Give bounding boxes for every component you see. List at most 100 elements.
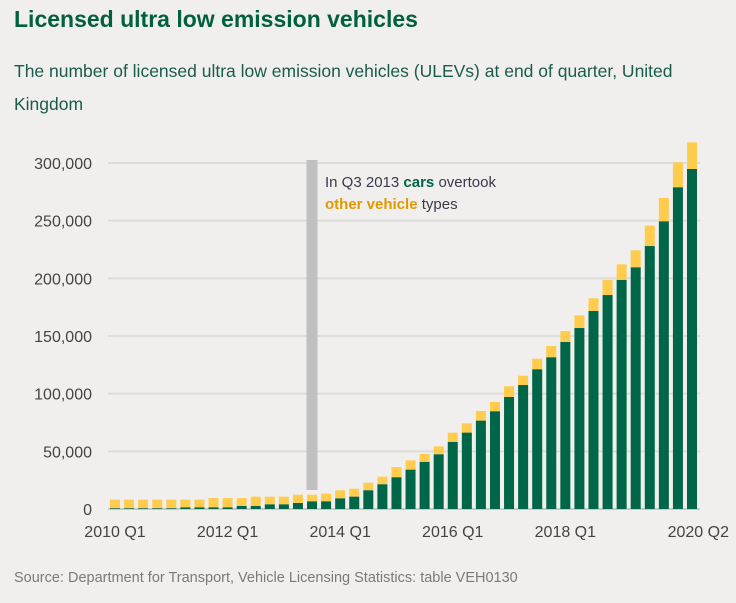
chart-title: Licensed ultra low emission vehicles xyxy=(14,6,418,32)
bar-2011-q1 xyxy=(166,499,177,509)
bar-segment-cars xyxy=(377,484,388,509)
bar-segment-cars xyxy=(307,501,318,509)
annotation-text: overtook xyxy=(434,174,496,191)
bar-segment-other xyxy=(278,496,289,505)
annotation-text: types xyxy=(418,196,458,213)
bar-segment-other xyxy=(377,476,388,485)
bar-2019-q3 xyxy=(644,225,655,510)
bar-2011-q2 xyxy=(180,499,191,509)
x-axis-ticks: 2010 Q1 2012 Q1 2014 Q1 2016 Q1 2018 Q1 2020 … xyxy=(84,524,729,541)
x-tick-label: 2010 Q1 xyxy=(84,524,145,541)
bar-segment-cars xyxy=(560,341,571,509)
bar-segment-cars xyxy=(405,469,416,509)
bar-segment-cars xyxy=(489,411,500,509)
bar-2013-q1 xyxy=(278,496,289,509)
bar-2020-q2 xyxy=(687,142,697,510)
bar-segment-other xyxy=(419,453,430,462)
bar-segment-other xyxy=(560,331,571,342)
y-tick-label: 0 xyxy=(83,502,92,519)
y-tick-label: 50,000 xyxy=(43,444,92,461)
bar-2019-q2 xyxy=(630,250,641,509)
bar-segment-other xyxy=(546,346,557,358)
bar-2012-q2 xyxy=(236,498,247,509)
x-tick-label: 2016 Q1 xyxy=(422,524,483,541)
bar-2015-q4 xyxy=(433,446,444,509)
bar-segment-other xyxy=(433,446,444,455)
bar-segment-other xyxy=(588,298,599,311)
bar-segment-other xyxy=(236,498,247,507)
bar-segment-cars xyxy=(222,507,233,509)
x-tick-label: 2020 Q2 xyxy=(668,524,729,541)
bar-2017-q3 xyxy=(532,358,543,509)
bar-segment-other xyxy=(644,225,655,247)
bar-segment-cars xyxy=(110,508,120,509)
bar-2017-q2 xyxy=(518,375,529,509)
bar-segment-cars xyxy=(321,501,332,509)
bar-segment-other xyxy=(461,423,472,433)
bar-segment-other xyxy=(489,401,500,412)
bar-2015-q2 xyxy=(405,460,416,509)
bar-segment-other xyxy=(574,315,585,329)
bar-2018-q3 xyxy=(588,298,599,509)
annotation-marker-bar xyxy=(306,160,318,490)
bar-segment-cars xyxy=(475,420,486,509)
bar-segment-other xyxy=(672,162,683,188)
bar-2015-q1 xyxy=(391,467,402,509)
bar-2018-q1 xyxy=(560,331,571,509)
bar-segment-cars xyxy=(574,328,585,509)
bar-2012-q4 xyxy=(264,496,275,509)
bar-segment-cars xyxy=(433,454,444,509)
bar-2017-q4 xyxy=(546,346,557,509)
bar-2016-q2 xyxy=(461,423,472,509)
bar-segment-cars xyxy=(124,508,135,509)
bar-segment-other xyxy=(321,493,332,502)
bar-segment-other xyxy=(405,460,416,470)
x-tick-label: 2012 Q1 xyxy=(197,524,258,541)
x-tick-label: 2014 Q1 xyxy=(309,524,370,541)
bar-segment-cars xyxy=(504,397,515,509)
bar-segment-other xyxy=(391,467,402,478)
annotation-text: In Q3 2013 xyxy=(325,174,403,191)
bar-2016-q1 xyxy=(447,432,458,509)
bar-2014-q3 xyxy=(363,482,374,509)
bar-segment-other xyxy=(363,482,374,491)
chart-subtitle: The number of licensed ultra low emissio… xyxy=(14,61,673,114)
bar-segment-cars xyxy=(602,295,613,509)
bar-segment-cars xyxy=(532,369,543,509)
bar-segment-cars xyxy=(419,461,430,509)
bar-segment-cars xyxy=(194,507,205,509)
x-tick-label: 2018 Q1 xyxy=(535,524,596,541)
bar-2013-q4 xyxy=(321,493,332,509)
y-tick-label: 300,000 xyxy=(34,156,92,173)
bar-2012-q1 xyxy=(222,498,233,509)
bar-segment-cars xyxy=(152,508,163,509)
annotation-line-1: In Q3 2013 cars overtook xyxy=(325,174,496,191)
bar-segment-other xyxy=(335,490,346,499)
bar-segment-other xyxy=(447,432,458,442)
annotation-line-2: other vehicle types xyxy=(325,196,458,213)
bar-segment-cars xyxy=(687,168,697,510)
bar-segment-cars xyxy=(180,507,191,509)
bar-segment-cars xyxy=(363,490,374,509)
bar-segment-cars xyxy=(658,221,669,509)
bar-2010-q4 xyxy=(152,499,163,509)
bar-segment-other xyxy=(194,499,205,508)
bar-segment-cars xyxy=(518,385,529,509)
bar-2015-q3 xyxy=(419,453,430,509)
y-tick-label: 150,000 xyxy=(34,329,92,346)
bar-segment-cars xyxy=(588,310,599,509)
bar-2020-q1 xyxy=(672,162,683,509)
bar-segment-cars xyxy=(546,357,557,509)
bar-2011-q4 xyxy=(208,498,219,509)
bar-segment-other xyxy=(250,496,261,507)
bar-segment-cars xyxy=(630,267,641,509)
bars xyxy=(110,142,697,510)
bar-2019-q1 xyxy=(616,264,627,509)
bar-segment-other xyxy=(292,494,303,504)
bar-segment-other xyxy=(475,410,486,421)
bar-segment-cars xyxy=(349,496,360,509)
bar-segment-cars xyxy=(138,508,149,509)
bar-segment-cars xyxy=(166,508,177,509)
bar-segment-cars xyxy=(644,246,655,510)
bar-2012-q3 xyxy=(250,496,261,509)
